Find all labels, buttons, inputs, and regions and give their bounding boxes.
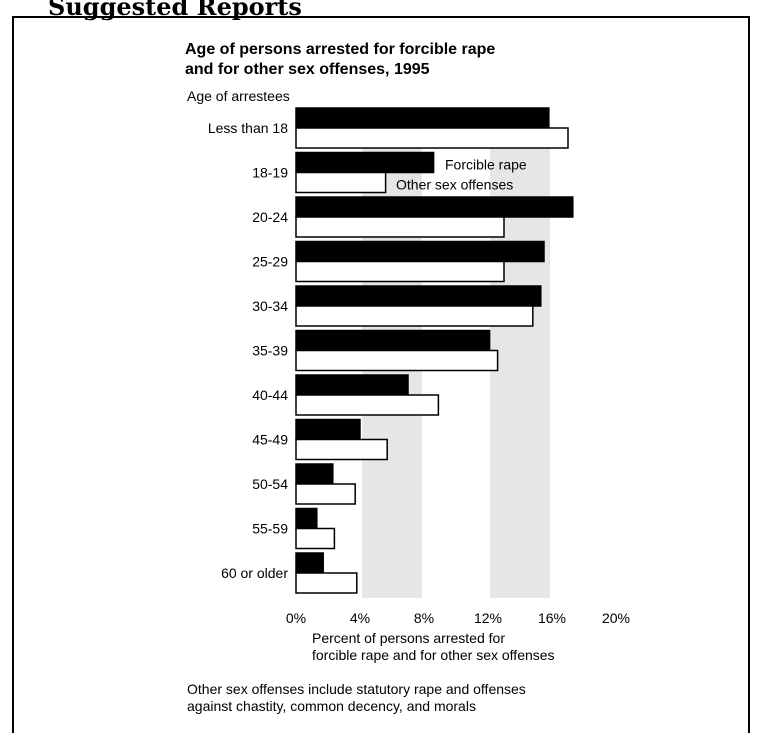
category-label: 40-44 xyxy=(252,387,288,403)
footnote-line-1: Other sex offenses include statutory rap… xyxy=(187,681,526,697)
category-label: 18-19 xyxy=(252,165,288,181)
bar-other-sex-offenses xyxy=(295,394,440,416)
bar-forcible-rape xyxy=(295,151,435,174)
bar-forcible-rape xyxy=(295,374,409,396)
category-label: 35-39 xyxy=(252,343,288,359)
x-axis-label: Percent of persons arrested for forcible… xyxy=(312,630,555,664)
x-tick-label: 4% xyxy=(350,610,370,626)
x-tick-labels: 0% 4% 8% 12% 16% 20% xyxy=(286,610,630,626)
chart-title-line-2: and for other sex offenses, 1995 xyxy=(185,61,430,78)
footnote-line-2: against chastity, common decency, and mo… xyxy=(187,698,476,714)
chart-title-line-1: Age of persons arrested for forcible rap… xyxy=(185,41,496,58)
category-label: 30-34 xyxy=(252,298,288,314)
cut-off-heading: Suggested Reports xyxy=(48,0,302,21)
x-tick-label: 8% xyxy=(414,610,434,626)
bars-group xyxy=(295,107,574,594)
category-label: 55-59 xyxy=(252,521,288,537)
bar-forcible-rape xyxy=(295,196,574,218)
chart-title: Age of persons arrested for forcible rap… xyxy=(185,40,495,80)
y-axis-label: Age of arrestees xyxy=(187,88,290,104)
x-axis-label-line-1: Percent of persons arrested for xyxy=(312,630,505,646)
category-label: 45-49 xyxy=(252,432,288,448)
x-tick-label: 12% xyxy=(474,610,502,626)
legend-label-other-sex-offenses: Other sex offenses xyxy=(396,177,513,193)
legend: Forcible rape Other sex offenses xyxy=(396,157,527,193)
bar-forcible-rape xyxy=(295,418,361,441)
bar-other-sex-offenses xyxy=(295,260,505,283)
figure-frame: Suggested Reports xyxy=(12,0,750,733)
legend-label-forcible-rape: Forcible rape xyxy=(445,157,527,173)
category-label: 60 or older xyxy=(221,565,288,581)
x-tick-label: 16% xyxy=(538,610,566,626)
category-label: 50-54 xyxy=(252,476,288,492)
bar-other-sex-offenses xyxy=(295,483,356,505)
bar-other-sex-offenses xyxy=(295,349,499,372)
x-tick-label: 0% xyxy=(286,610,306,626)
bar-forcible-rape xyxy=(295,552,324,574)
bar-other-sex-offenses xyxy=(295,171,387,194)
bar-other-sex-offenses xyxy=(295,216,505,238)
bar-forcible-rape xyxy=(295,329,491,352)
bar-forcible-rape xyxy=(295,285,542,307)
bar-forcible-rape xyxy=(295,463,334,485)
x-tick-label: 20% xyxy=(602,610,630,626)
bar-forcible-rape xyxy=(295,107,550,129)
background-band xyxy=(490,108,550,598)
bar-forcible-rape xyxy=(295,507,318,530)
bar-forcible-rape xyxy=(295,240,545,263)
footnote: Other sex offenses include statutory rap… xyxy=(187,681,526,715)
bar-other-sex-offenses xyxy=(295,127,569,149)
category-label: 25-29 xyxy=(252,254,288,270)
x-axis-label-line-2: forcible rape and for other sex offenses xyxy=(312,647,555,663)
bar-other-sex-offenses xyxy=(295,438,388,461)
category-labels: Less than 18 18-19 20-24 25-29 30-34 35-39 40-… xyxy=(208,120,289,581)
category-label: 20-24 xyxy=(252,209,288,225)
bar-other-sex-offenses xyxy=(295,572,358,594)
category-label: Less than 18 xyxy=(208,120,288,136)
bar-other-sex-offenses xyxy=(295,305,534,327)
bar-other-sex-offenses xyxy=(295,527,336,550)
